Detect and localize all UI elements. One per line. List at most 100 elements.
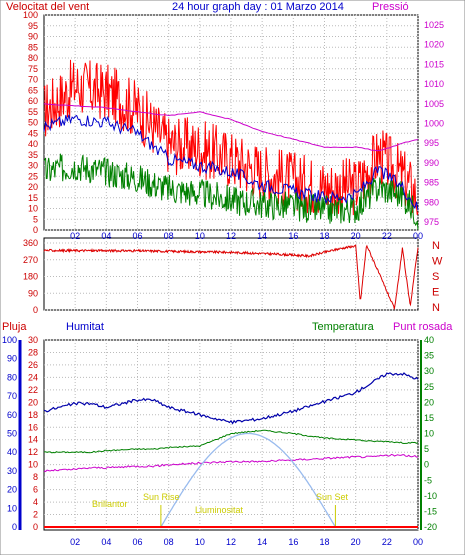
temp-tick-0: 0 xyxy=(424,460,429,470)
temp-tick--10: -10 xyxy=(424,491,437,501)
rain-tick-6: 6 xyxy=(33,485,38,495)
pressure-label: Pressió xyxy=(372,1,409,13)
pressure-tick-1010: 1010 xyxy=(424,79,444,89)
pressure-tick-985: 985 xyxy=(424,178,439,188)
series-pressure xyxy=(43,103,419,152)
x-tick-lower-22: 22 xyxy=(382,537,392,547)
sun-rise-annotation: Sun Rise xyxy=(143,492,180,502)
x-tick-lower-02: 02 xyxy=(70,537,80,547)
humidity-tick-10: 10 xyxy=(7,503,17,513)
wind-tick-90: 90 xyxy=(28,32,38,42)
rain-tick-30: 30 xyxy=(28,335,38,345)
rain-label: Pluja xyxy=(2,321,27,333)
wind-tick-30: 30 xyxy=(28,161,38,171)
pressure-tick-995: 995 xyxy=(424,138,439,148)
x-tick-upper-04: 04 xyxy=(101,231,111,241)
pressure-tick-1025: 1025 xyxy=(424,20,444,30)
temp-tick-20: 20 xyxy=(424,397,434,407)
x-tick-lower-16: 16 xyxy=(288,537,298,547)
chart-title: 24 hour graph day : 01 Marzo 2014 xyxy=(172,1,344,13)
temperature-label: Temperatura xyxy=(312,321,375,333)
wind-tick-15: 15 xyxy=(28,193,38,203)
compass-4: N xyxy=(432,302,440,314)
wind-tick-40: 40 xyxy=(28,139,38,149)
x-tick-lower-08: 08 xyxy=(164,537,174,547)
wind-tick-95: 95 xyxy=(28,21,38,31)
humidity-tick-30: 30 xyxy=(7,466,17,476)
pressure-tick-980: 980 xyxy=(424,197,439,207)
pressure-tick-1000: 1000 xyxy=(424,119,444,129)
dewpoint-label: Punt rosada xyxy=(393,321,453,333)
wind-tick-5: 5 xyxy=(33,214,38,224)
axis-ticks: 0202040406060808101012121414161618182020… xyxy=(2,10,444,547)
wind-tick-75: 75 xyxy=(28,64,38,74)
rain-tick-24: 24 xyxy=(28,372,38,382)
sun-set-annotation: Sun Set xyxy=(316,492,349,502)
wind-tick-35: 35 xyxy=(28,150,38,160)
x-tick-lower-14: 14 xyxy=(257,537,267,547)
series-humidity xyxy=(43,372,419,425)
x-tick-lower-00: 00 xyxy=(413,537,423,547)
series-gust xyxy=(43,59,419,217)
humidity-tick-90: 90 xyxy=(7,354,17,364)
pressure-tick-1005: 1005 xyxy=(424,99,444,109)
temp-tick-25: 25 xyxy=(424,382,434,392)
rain-tick-10: 10 xyxy=(28,460,38,470)
x-tick-upper-16: 16 xyxy=(288,231,298,241)
series-wind-average xyxy=(43,153,419,230)
brightness-annotation: Brillantor xyxy=(92,499,128,509)
wind-tick-100: 100 xyxy=(23,10,38,20)
humidity-label: Humitat xyxy=(66,321,104,333)
dir-tick-180: 180 xyxy=(23,272,38,282)
wind-tick-65: 65 xyxy=(28,85,38,95)
pressure-tick-975: 975 xyxy=(424,217,439,227)
rain-tick-26: 26 xyxy=(28,360,38,370)
wind-tick-50: 50 xyxy=(28,118,38,128)
wind-tick-80: 80 xyxy=(28,53,38,63)
wind-tick-45: 45 xyxy=(28,128,38,138)
temp-tick-40: 40 xyxy=(424,335,434,345)
temp-tick-35: 35 xyxy=(424,351,434,361)
dir-tick-0: 0 xyxy=(33,305,38,315)
humidity-tick-70: 70 xyxy=(7,391,17,401)
data-series xyxy=(43,59,419,528)
series-direction xyxy=(43,244,419,310)
rain-tick-20: 20 xyxy=(28,397,38,407)
compass-3: E xyxy=(432,287,439,299)
rain-tick-14: 14 xyxy=(28,435,38,445)
wind-speed-label: Velocitat del vent xyxy=(6,1,89,13)
humidity-tick-100: 100 xyxy=(2,335,17,345)
pressure-tick-990: 990 xyxy=(424,158,439,168)
wind-tick-70: 70 xyxy=(28,75,38,85)
x-tick-lower-18: 18 xyxy=(319,537,329,547)
rain-tick-16: 16 xyxy=(28,422,38,432)
wind-tick-55: 55 xyxy=(28,107,38,117)
rain-tick-8: 8 xyxy=(33,472,38,482)
x-tick-lower-04: 04 xyxy=(101,537,111,547)
humidity-tick-50: 50 xyxy=(7,429,17,439)
x-tick-upper-12: 12 xyxy=(226,231,236,241)
temp-tick-10: 10 xyxy=(424,429,434,439)
humidity-tick-80: 80 xyxy=(7,372,17,382)
rain-tick-4: 4 xyxy=(33,497,38,507)
wind-tick-25: 25 xyxy=(28,171,38,181)
series-temperature xyxy=(43,429,419,454)
rain-tick-2: 2 xyxy=(33,510,38,520)
x-tick-upper-00: 00 xyxy=(413,231,423,241)
humidity-tick-40: 40 xyxy=(7,447,17,457)
temp-tick-15: 15 xyxy=(424,413,434,423)
dir-tick-360: 360 xyxy=(23,238,38,248)
temp-tick--20: -20 xyxy=(424,522,437,532)
temp-tick--15: -15 xyxy=(424,506,437,516)
x-tick-upper-02: 02 xyxy=(70,231,80,241)
rain-tick-18: 18 xyxy=(28,410,38,420)
pressure-tick-1020: 1020 xyxy=(424,40,444,50)
temp-tick--5: -5 xyxy=(424,475,432,485)
x-tick-upper-14: 14 xyxy=(257,231,267,241)
x-tick-upper-06: 06 xyxy=(132,231,142,241)
temp-tick-5: 5 xyxy=(424,444,429,454)
temp-tick-30: 30 xyxy=(424,366,434,376)
series-solar xyxy=(160,432,336,528)
x-tick-lower-10: 10 xyxy=(195,537,205,547)
x-tick-upper-10: 10 xyxy=(195,231,205,241)
